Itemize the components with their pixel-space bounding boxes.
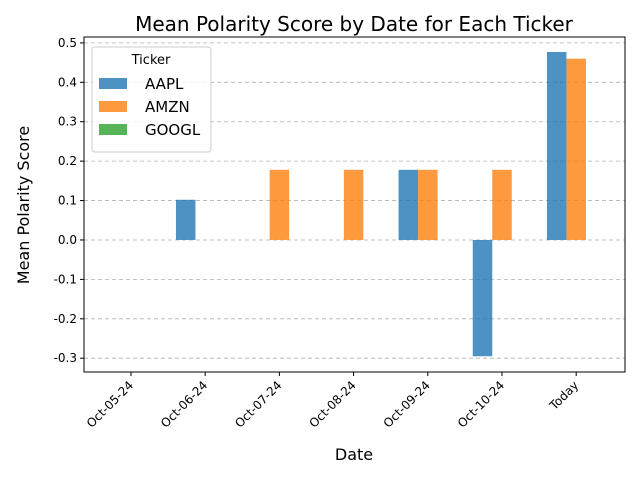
- bar-aapl: [175, 199, 196, 240]
- x-tick-label: Oct-05-24: [84, 378, 136, 430]
- x-axis-title: Date: [335, 445, 373, 464]
- bar-aapl: [398, 169, 419, 240]
- gridlines: [84, 42, 625, 359]
- x-tick-label: Today: [546, 378, 581, 413]
- legend-title: Ticker: [131, 53, 171, 68]
- y-tick-label: -0.1: [54, 272, 77, 286]
- bar-aapl: [472, 239, 493, 357]
- y-tick-label: 0.0: [58, 233, 77, 247]
- x-tick-label: Oct-08-24: [306, 378, 358, 430]
- legend: Ticker AAPL AMZN GOOGL: [91, 46, 212, 153]
- plot-frame: [83, 36, 626, 373]
- legend-swatch-googl: [99, 124, 127, 135]
- chart-title: Mean Polarity Score by Date for Each Tic…: [135, 12, 574, 36]
- legend-label-amzn: AMZN: [145, 98, 190, 116]
- x-tick-label: Oct-09-24: [381, 378, 433, 430]
- bar-amzn: [566, 58, 586, 240]
- bar-amzn: [269, 169, 290, 240]
- x-tick-label: Oct-07-24: [232, 378, 284, 430]
- bar-amzn: [418, 169, 438, 240]
- x-tick-label: Oct-06-24: [158, 378, 210, 430]
- y-axis: -0.3 -0.2 -0.1 0.0 0.1 0.2 0.3 0.4 0.5: [54, 36, 84, 365]
- y-axis-title: Mean Polarity Score: [14, 126, 33, 284]
- legend-label-googl: GOOGL: [145, 121, 201, 139]
- legend-swatch-amzn: [99, 101, 127, 112]
- bar-amzn: [343, 169, 364, 240]
- y-tick-label: -0.3: [54, 351, 77, 365]
- legend-swatch-aapl: [99, 78, 127, 89]
- y-tick-label: 0.4: [58, 75, 77, 89]
- bar-aapl: [546, 51, 567, 240]
- x-axis: Oct-05-24 Oct-06-24 Oct-07-24 Oct-08-24 Oct-…: [84, 372, 581, 431]
- legend-label-aapl: AAPL: [145, 75, 184, 93]
- y-tick-label: 0.5: [58, 36, 77, 50]
- y-tick-label: 0.2: [58, 154, 77, 168]
- y-tick-label: 0.1: [58, 194, 77, 208]
- y-tick-label: -0.2: [54, 312, 77, 326]
- x-tick-label: Oct-10-24: [455, 378, 507, 430]
- y-tick-label: 0.3: [58, 115, 77, 129]
- bar-amzn: [492, 169, 512, 240]
- bars: [175, 51, 586, 357]
